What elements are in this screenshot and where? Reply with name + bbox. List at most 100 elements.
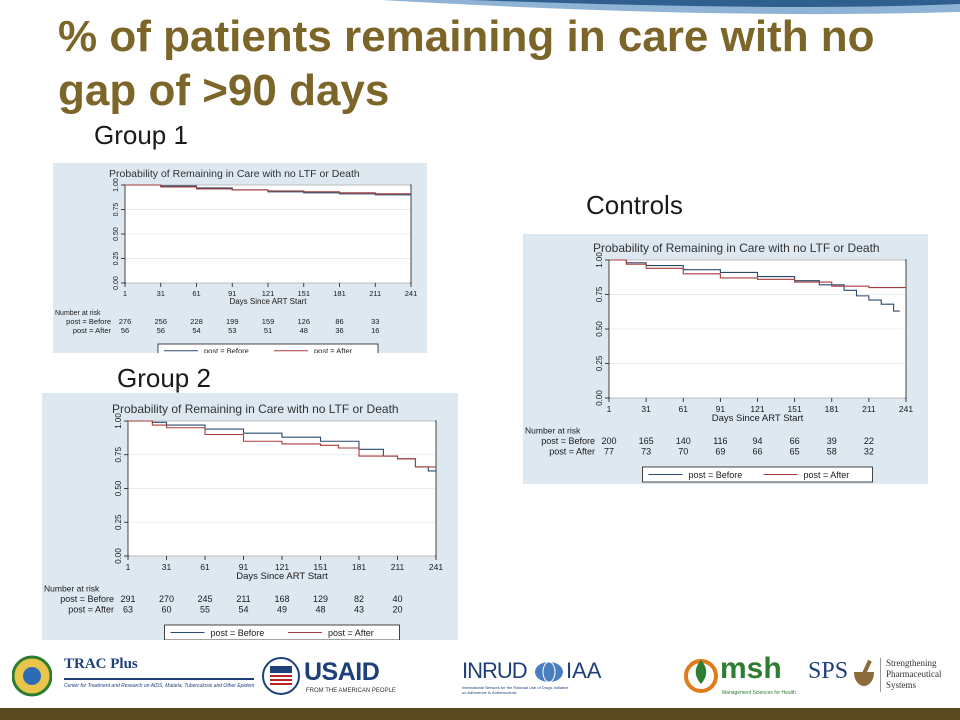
x-tick-label: 211 bbox=[391, 562, 405, 572]
x-tick-label: 61 bbox=[200, 562, 210, 572]
risk-row-label: post = Before bbox=[541, 436, 595, 446]
x-tick-label: 181 bbox=[825, 404, 839, 414]
x-axis-label: Days Since ART Start bbox=[712, 413, 804, 424]
x-tick-label: 31 bbox=[641, 404, 651, 414]
x-tick-label: 91 bbox=[716, 404, 726, 414]
y-tick-label: 0.00 bbox=[114, 548, 123, 564]
y-tick-label: 0.00 bbox=[595, 390, 604, 406]
risk-value: 86 bbox=[335, 317, 343, 326]
x-tick-label: 211 bbox=[862, 404, 876, 414]
risk-value: 56 bbox=[157, 326, 165, 335]
usaid-subtitle: FROM THE AMERICAN PEOPLE bbox=[306, 688, 396, 694]
risk-table-header: Number at risk bbox=[525, 426, 581, 436]
usaid-logo: USAID FROM THE AMERICAN PEOPLE bbox=[262, 652, 402, 702]
x-tick-label: 241 bbox=[429, 562, 443, 572]
y-tick-label: 1.00 bbox=[113, 178, 120, 192]
risk-value: 165 bbox=[639, 436, 654, 446]
x-tick-label: 121 bbox=[750, 404, 764, 414]
risk-value: 73 bbox=[641, 447, 651, 457]
x-axis-label: Days Since ART Start bbox=[229, 297, 307, 306]
risk-value: 140 bbox=[676, 436, 691, 446]
risk-value: 70 bbox=[678, 447, 688, 457]
legend-label: post = Before bbox=[211, 628, 265, 638]
rwanda-seal-icon bbox=[12, 655, 52, 697]
x-tick-label: 31 bbox=[162, 562, 172, 572]
y-tick-label: 0.50 bbox=[595, 321, 604, 337]
risk-row-label: post = After bbox=[68, 605, 114, 615]
sps-name: SPS bbox=[808, 658, 849, 684]
x-tick-label: 211 bbox=[369, 289, 381, 298]
sps-logo: SPS Strengthening Pharmaceutical Systems bbox=[808, 654, 958, 702]
msh-flame-icon bbox=[684, 659, 718, 693]
trac-plus-name: TRAC Plus bbox=[64, 656, 138, 672]
risk-value: 48 bbox=[315, 605, 325, 615]
risk-value: 53 bbox=[228, 326, 236, 335]
risk-value: 116 bbox=[713, 436, 727, 446]
risk-row-label: post = After bbox=[549, 447, 595, 457]
y-tick-label: 0.75 bbox=[113, 203, 120, 217]
risk-value: 20 bbox=[392, 605, 402, 615]
x-tick-label: 61 bbox=[679, 404, 689, 414]
risk-value: 63 bbox=[123, 605, 133, 615]
risk-value: 66 bbox=[790, 436, 800, 446]
y-tick-label: 0.00 bbox=[113, 276, 120, 290]
trac-plus-subtitle: Center for Treatment and Research on AID… bbox=[64, 683, 254, 689]
risk-value: 211 bbox=[236, 594, 250, 604]
legend-label: post = After bbox=[314, 347, 353, 354]
legend-label: post = Before bbox=[689, 470, 743, 480]
km-curve-postafter bbox=[609, 259, 906, 289]
y-tick-label: 0.25 bbox=[114, 514, 123, 530]
risk-row-label: post = After bbox=[73, 326, 112, 335]
risk-value: 51 bbox=[264, 326, 272, 335]
risk-value: 39 bbox=[827, 436, 837, 446]
x-tick-label: 151 bbox=[313, 562, 327, 572]
risk-value: 77 bbox=[604, 447, 614, 457]
legend-box bbox=[642, 466, 873, 483]
risk-value: 33 bbox=[371, 317, 379, 326]
usaid-seal-icon bbox=[262, 657, 300, 695]
risk-value: 94 bbox=[752, 436, 762, 446]
risk-value: 256 bbox=[154, 317, 167, 326]
risk-value: 48 bbox=[300, 326, 308, 335]
risk-value: 58 bbox=[827, 447, 837, 457]
risk-value: 126 bbox=[297, 317, 310, 326]
legend-label: post = After bbox=[804, 470, 850, 480]
risk-value: 43 bbox=[354, 605, 364, 615]
inrud-subtitle: International Network for the Rational U… bbox=[462, 685, 569, 695]
chart-title: Probability of Remaining in Care with no… bbox=[593, 241, 880, 255]
group-2-label: Group 2 bbox=[117, 363, 211, 393]
risk-value: 276 bbox=[119, 317, 132, 326]
risk-value: 36 bbox=[335, 326, 343, 335]
risk-value: 55 bbox=[200, 605, 210, 615]
mortar-pestle-icon bbox=[854, 659, 874, 686]
x-tick-label: 151 bbox=[297, 289, 310, 298]
km-curve-postbefore bbox=[609, 259, 900, 312]
risk-value: 32 bbox=[864, 447, 874, 457]
legend-box bbox=[157, 343, 379, 353]
x-tick-label: 1 bbox=[607, 404, 612, 414]
legend-box bbox=[164, 624, 400, 640]
chart-controls: Probability of Remaining in Care with no… bbox=[523, 234, 928, 484]
header-swoosh bbox=[380, 0, 960, 15]
risk-value: 56 bbox=[121, 326, 129, 335]
risk-value: 60 bbox=[161, 605, 171, 615]
sponsor-logos: TRAC Plus Center for Treatment and Resea… bbox=[0, 648, 960, 708]
y-tick-label: 1.00 bbox=[114, 413, 123, 429]
risk-value: 66 bbox=[752, 447, 762, 457]
msh-logo: msh Management Sciences for Health bbox=[684, 652, 802, 702]
x-axis-label: Days Since ART Start bbox=[236, 571, 328, 582]
risk-value: 54 bbox=[192, 326, 200, 335]
x-tick-label: 1 bbox=[123, 289, 127, 298]
y-tick-label: 0.75 bbox=[114, 446, 123, 462]
risk-table-header: Number at risk bbox=[44, 584, 100, 594]
risk-value: 129 bbox=[313, 594, 328, 604]
sps-subtitle: Strengthening Pharmaceutical Systems bbox=[886, 658, 942, 690]
inrud-name: INRUD bbox=[462, 658, 528, 683]
chart-title: Probability of Remaining in Care with no… bbox=[112, 402, 399, 416]
risk-value: 54 bbox=[238, 605, 248, 615]
risk-row-label: post = Before bbox=[60, 594, 114, 604]
y-tick-label: 1.00 bbox=[595, 252, 604, 268]
x-tick-label: 181 bbox=[333, 289, 346, 298]
x-tick-label: 61 bbox=[192, 289, 200, 298]
x-tick-label: 241 bbox=[899, 404, 913, 414]
